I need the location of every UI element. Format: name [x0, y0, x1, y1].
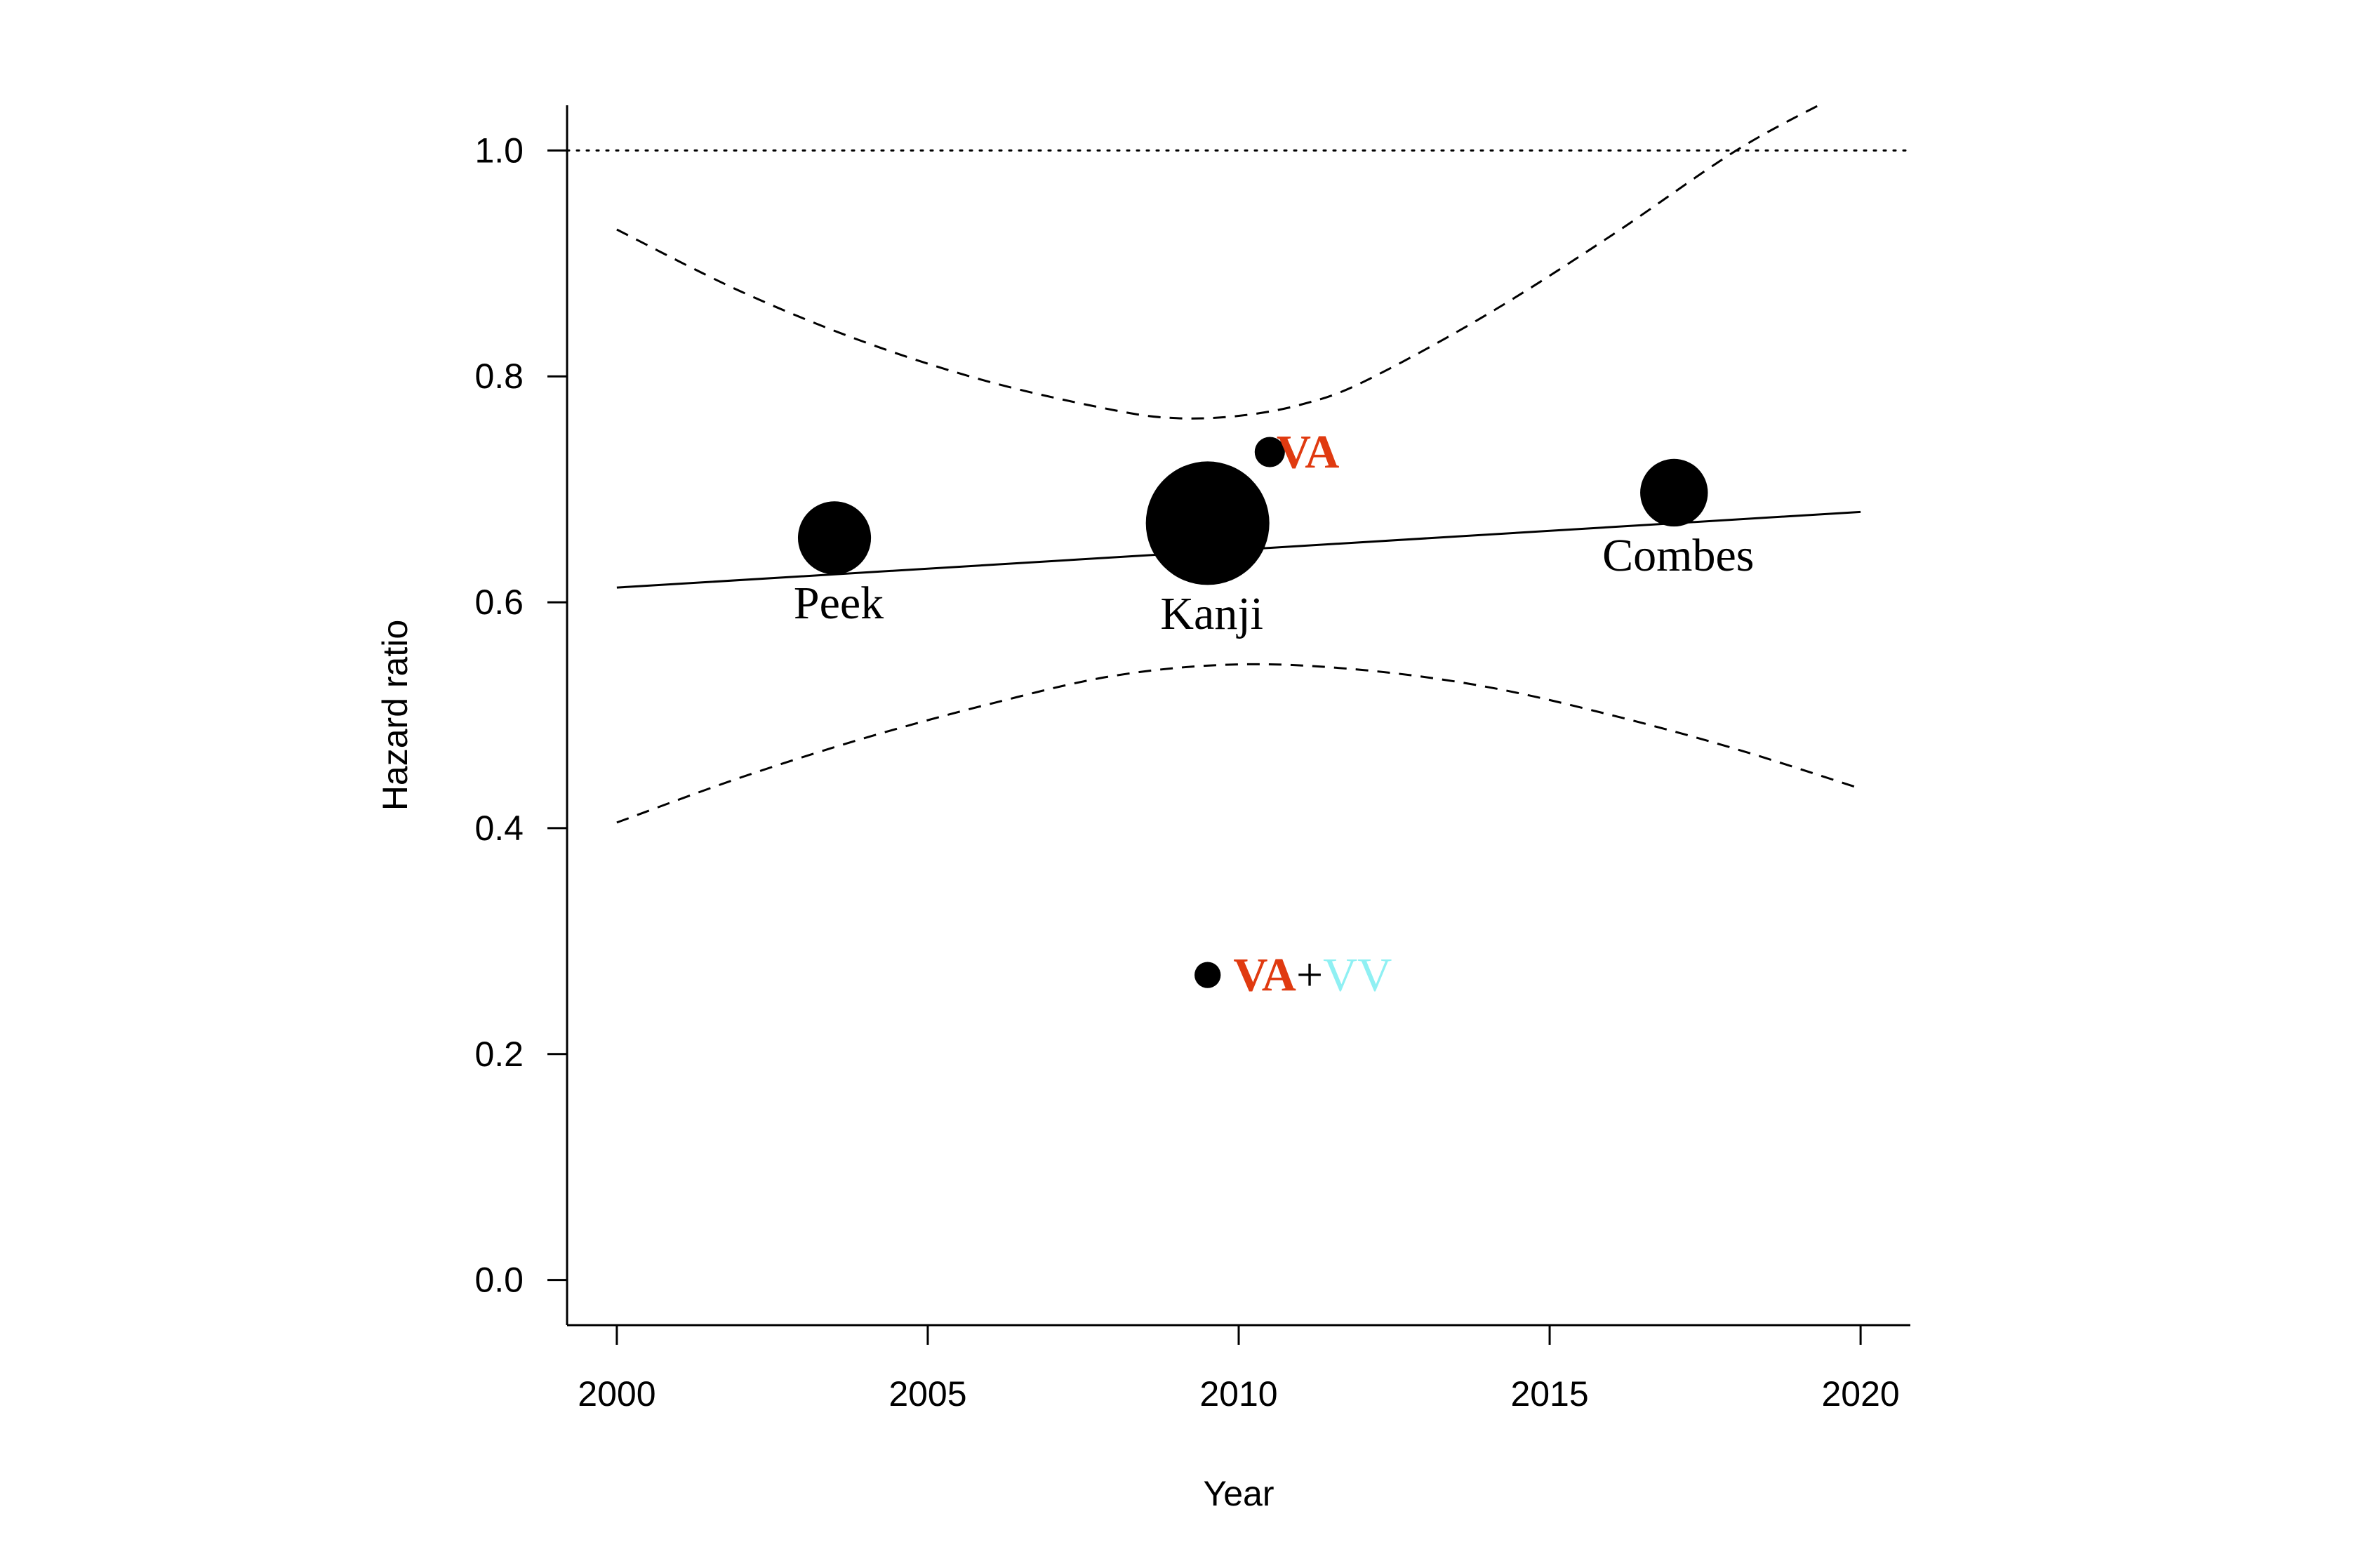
study-point-peek	[797, 501, 872, 575]
point-inner-label: VV	[808, 519, 860, 559]
point-study-label: Combes	[1602, 530, 1754, 581]
point-inner-label: VV	[1648, 473, 1701, 513]
axes-layer: 2000 2005 2010 2015 2020 0.0 0.2 0.4 0.6 0.8 1.0 Ye…	[375, 105, 1910, 1513]
study-point-kanji	[1145, 461, 1270, 585]
point-study-label: Kanji	[1160, 588, 1263, 639]
x-tick-label: 2005	[889, 1374, 966, 1414]
study-point-combes	[1640, 458, 1708, 527]
study-point-va	[1254, 437, 1285, 467]
lines-layer	[566, 105, 1912, 824]
upper-confidence-curve	[616, 105, 1821, 420]
side-label-part: VV	[1323, 948, 1392, 1002]
side-label-part: +	[1296, 948, 1323, 1002]
y-tick-label: 0.0	[474, 1261, 524, 1300]
y-tick-label: 0.8	[474, 357, 524, 396]
x-tick-label: 2020	[1821, 1374, 1899, 1414]
y-tick-label: 1.0	[474, 131, 524, 170]
point-study-label: Peek	[794, 578, 884, 629]
x-tick-label: 2000	[578, 1374, 655, 1414]
y-tick-label: 0.4	[474, 809, 524, 848]
y-axis-title: Hazard ratio	[375, 620, 415, 811]
lower-confidence-curve	[616, 663, 1861, 824]
x-axis-title: Year	[1203, 1474, 1274, 1513]
side-label-part: VA	[1277, 425, 1339, 478]
y-tick-label: 0.2	[474, 1035, 524, 1074]
x-tick-label: 2015	[1510, 1374, 1588, 1414]
point-side-label: VA	[1277, 425, 1339, 478]
points-layer	[797, 437, 1708, 988]
x-tick-label: 2010	[1199, 1374, 1277, 1414]
y-tick-label: 0.6	[474, 583, 524, 622]
side-label-part: VA	[1233, 948, 1296, 1002]
study-point-va-vv	[1194, 962, 1221, 988]
point-side-label: VA+VV	[1233, 948, 1392, 1002]
point-inner-label: VV	[1165, 491, 1250, 556]
